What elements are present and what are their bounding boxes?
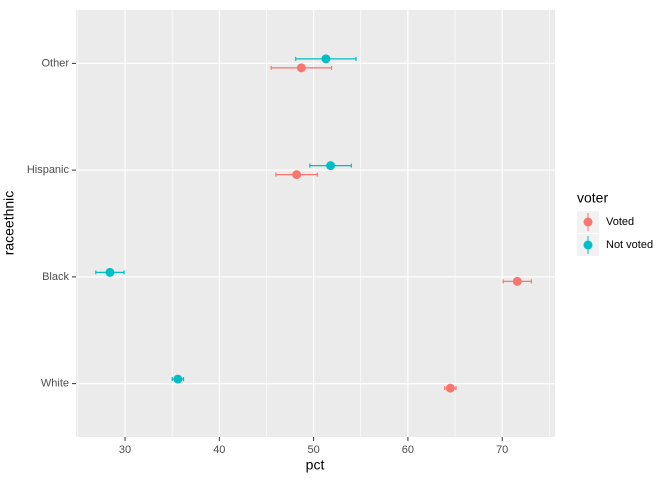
panel (76, 10, 555, 437)
y-tick-label: Black (42, 271, 69, 283)
y-tick-label: White (41, 378, 69, 390)
grid (76, 10, 555, 437)
x-tick-label: 40 (213, 444, 225, 456)
point (296, 63, 306, 73)
x-tick-label: 30 (119, 444, 131, 456)
point (445, 383, 455, 393)
point (321, 54, 331, 64)
point (292, 170, 302, 180)
legend-key-point (583, 240, 593, 250)
point (173, 374, 183, 384)
x-tick-label: 50 (307, 444, 319, 456)
y-tick-label: Other (41, 57, 69, 69)
x-tick-label: 70 (496, 444, 508, 456)
legend-label: Not voted (606, 239, 653, 251)
point (326, 161, 336, 171)
legend-label: Voted (606, 216, 634, 228)
x-axis-title: pct (306, 457, 325, 473)
point (512, 276, 522, 286)
marks (95, 54, 533, 393)
y-tick-label: Hispanic (27, 164, 70, 176)
x-tick-label: 60 (402, 444, 414, 456)
point (105, 267, 115, 277)
y-axis-title: raceethnic (1, 191, 17, 256)
legend-title: voter (577, 190, 608, 206)
legend-key-point (583, 217, 593, 227)
